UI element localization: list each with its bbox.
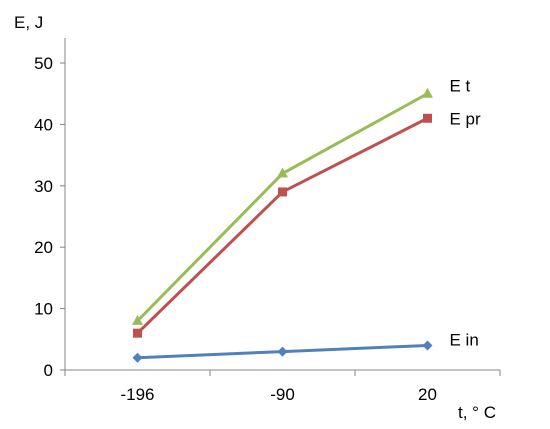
x-axis-label: t, ° C <box>458 403 496 422</box>
series-e-t: E t <box>132 77 471 325</box>
axes: 0 10 20 30 40 50 -196 -90 20 <box>34 38 501 404</box>
data-point <box>132 314 143 325</box>
y-tick-label: 30 <box>34 177 53 196</box>
y-tick-label: 20 <box>34 238 53 257</box>
series-e-in: E in <box>132 330 479 363</box>
series-e-pr: E pr <box>133 109 482 338</box>
x-tick-label: -90 <box>270 385 295 404</box>
y-axis-label: E, J <box>14 13 43 32</box>
data-point <box>422 340 433 351</box>
data-point <box>133 328 142 338</box>
series-label: E pr <box>450 109 482 128</box>
y-tick-label: 40 <box>34 115 53 134</box>
series-label: E in <box>450 330 479 349</box>
data-point <box>278 187 287 197</box>
x-tick-label: 20 <box>418 385 437 404</box>
data-point <box>277 346 288 357</box>
data-point <box>132 352 143 363</box>
y-tick-label: 50 <box>34 54 53 73</box>
x-tick-label: -196 <box>120 385 154 404</box>
data-point <box>422 87 433 98</box>
series-line <box>136 92 429 322</box>
y-tick-label: 0 <box>44 361 53 380</box>
y-tick-label: 10 <box>34 300 53 319</box>
series-label: E t <box>450 77 471 96</box>
data-point <box>423 113 432 123</box>
series-layer: E t E pr E in <box>132 77 481 363</box>
series-line <box>136 116 429 335</box>
data-point <box>277 167 288 178</box>
